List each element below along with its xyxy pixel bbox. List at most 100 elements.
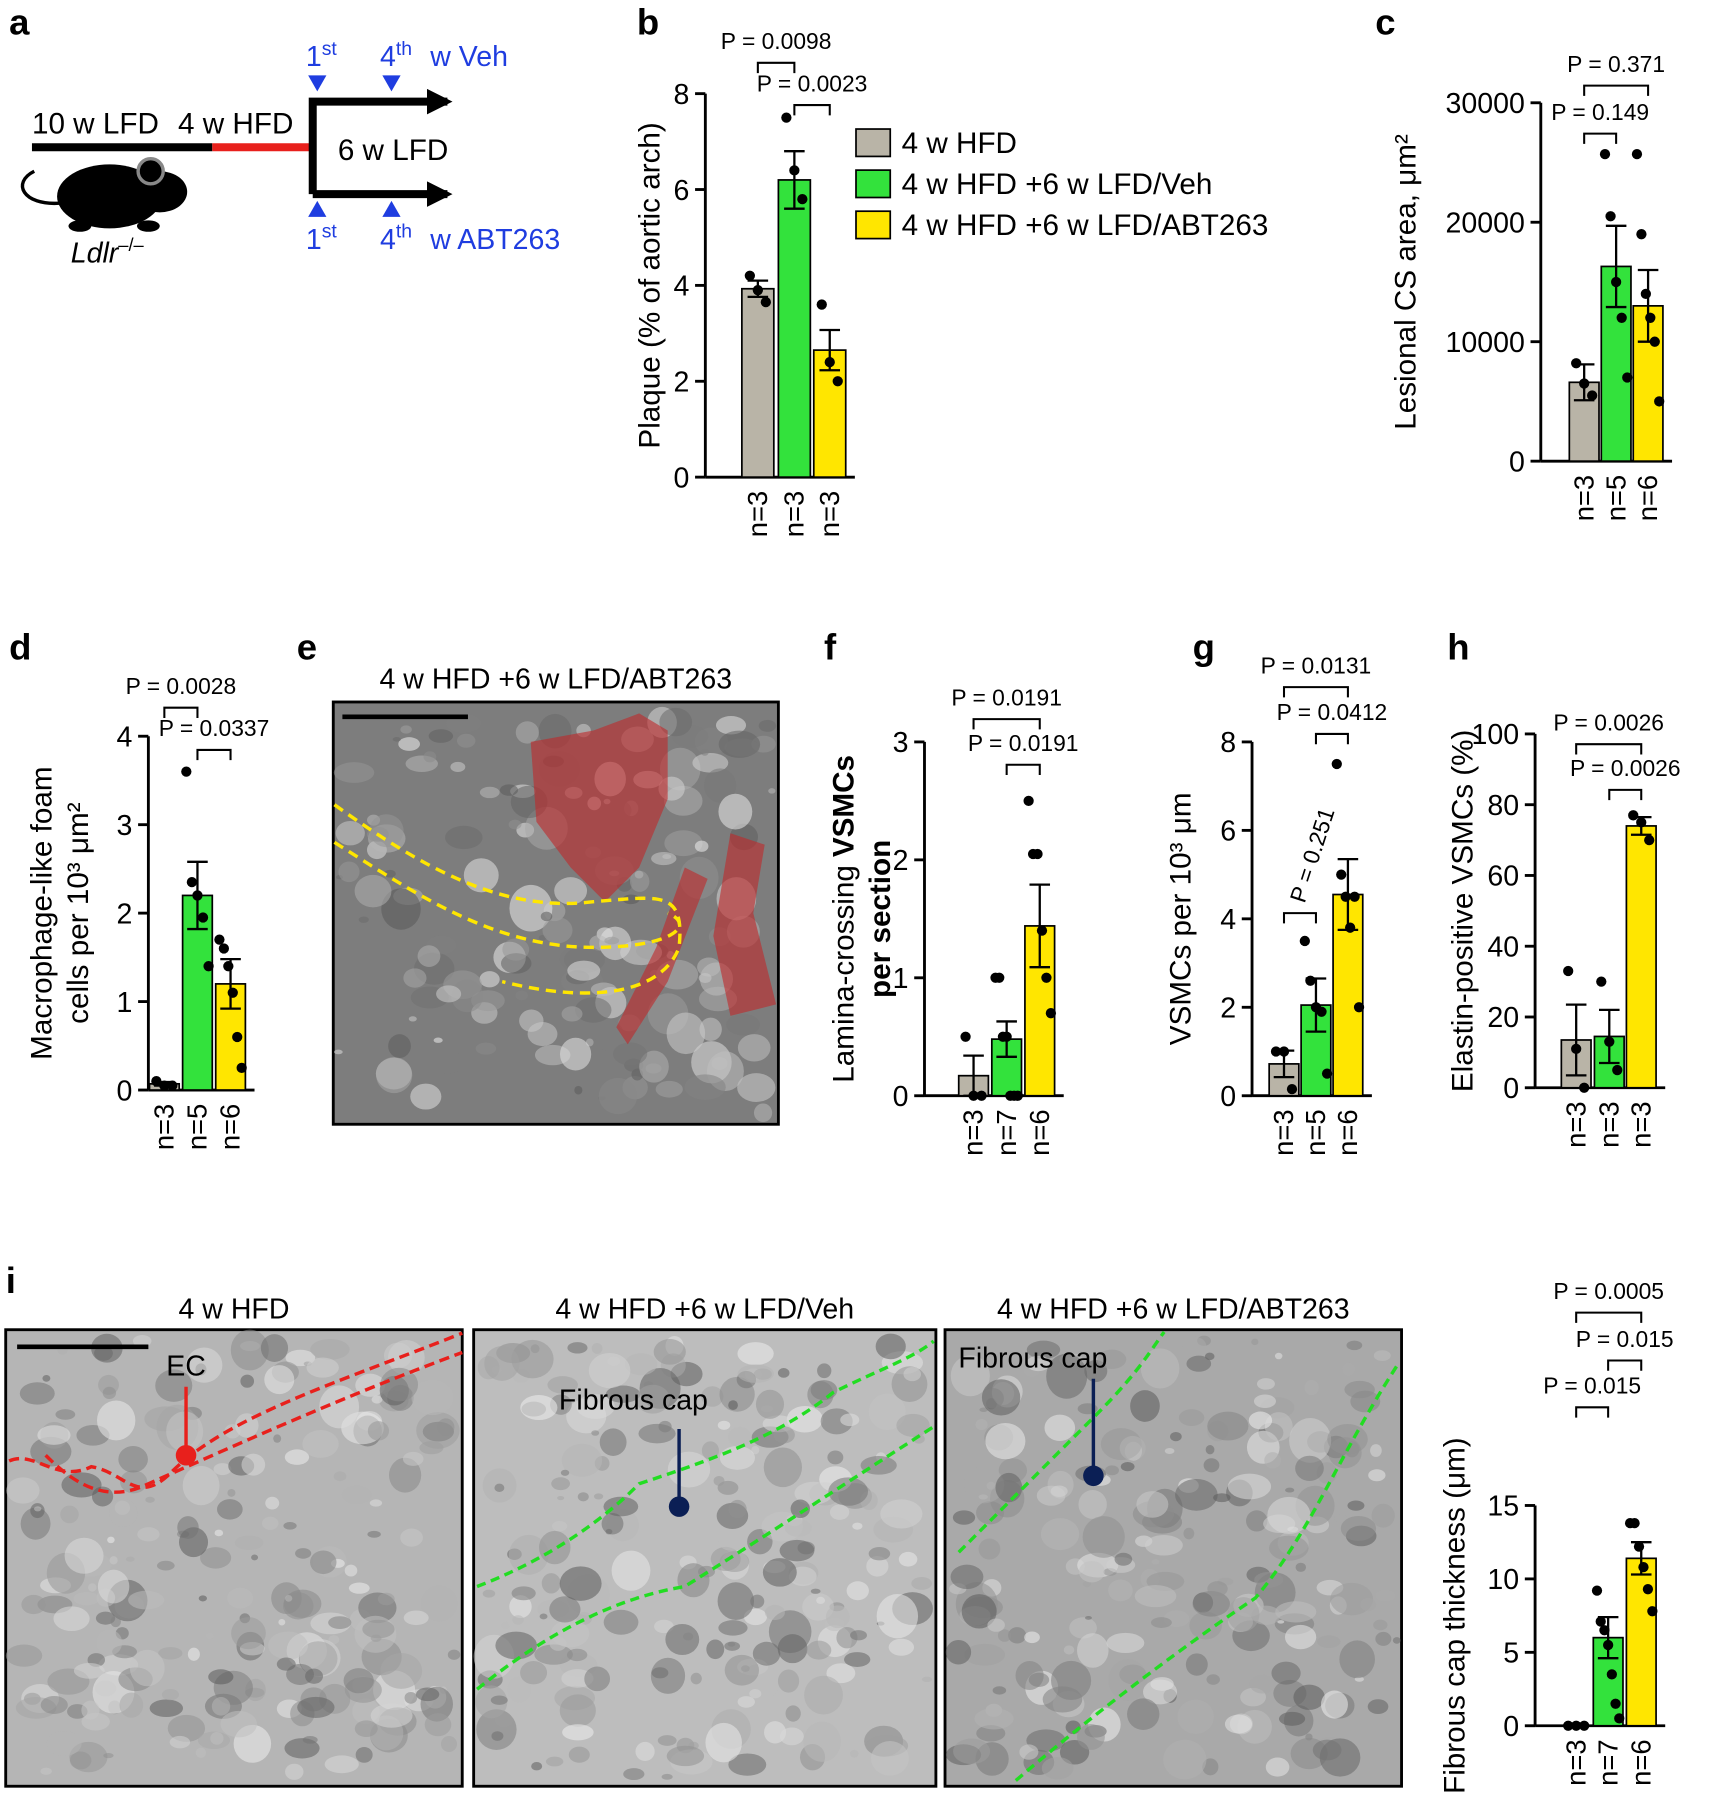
data-point bbox=[192, 890, 203, 901]
texture bbox=[1370, 1444, 1382, 1457]
texture bbox=[187, 1647, 200, 1661]
texture bbox=[1026, 1355, 1051, 1372]
texture bbox=[846, 1581, 869, 1601]
image-title: 4 w HFD +6 w LFD/ABT263 bbox=[380, 663, 733, 695]
texture bbox=[211, 1697, 231, 1716]
texture bbox=[110, 1616, 121, 1628]
y-axis-label-part: Lamina-crossing bbox=[828, 865, 861, 1083]
texture bbox=[260, 1334, 289, 1362]
texture bbox=[866, 1555, 889, 1577]
chart: c 0 10000 20000 30000 n=3 n=5 n=6 P = 0.371 P = 0… bbox=[1375, 1, 1673, 521]
data-point bbox=[167, 1080, 178, 1091]
texture bbox=[704, 768, 737, 803]
x-tick-label: n=7 bbox=[1592, 1739, 1623, 1785]
texture bbox=[145, 1496, 155, 1503]
texture bbox=[995, 1472, 1023, 1503]
texture bbox=[451, 979, 484, 1013]
texture bbox=[1368, 1469, 1386, 1482]
texture bbox=[447, 1649, 461, 1660]
texture bbox=[953, 1738, 991, 1765]
x-tick-label: n=6 bbox=[1625, 1739, 1656, 1785]
texture bbox=[388, 1340, 425, 1376]
texture bbox=[400, 725, 412, 734]
texture bbox=[921, 1676, 933, 1682]
texture bbox=[1320, 1690, 1348, 1719]
texture bbox=[870, 1741, 909, 1776]
texture bbox=[612, 1042, 648, 1066]
y-tick-label: 2 bbox=[117, 898, 133, 930]
texture bbox=[410, 1083, 442, 1110]
texture bbox=[343, 1668, 374, 1694]
x-tick-label: n=3 bbox=[1625, 1101, 1656, 1147]
texture bbox=[333, 1049, 343, 1055]
y-axis-label: per section bbox=[864, 840, 897, 998]
texture bbox=[534, 1644, 573, 1665]
y-axis-label: VSMCs per 10³ μm bbox=[1164, 792, 1197, 1045]
outline bbox=[8, 1331, 463, 1489]
texture bbox=[324, 1755, 359, 1774]
y-axis-label: Lamina-crossing VSMCs bbox=[828, 755, 861, 1083]
p-value: P = 0.251 bbox=[1285, 804, 1340, 905]
y-tick-label: 0 bbox=[1220, 1081, 1236, 1113]
texture bbox=[779, 1727, 804, 1746]
data-point bbox=[797, 193, 808, 205]
texture bbox=[605, 1385, 641, 1403]
texture bbox=[875, 1333, 906, 1360]
texture bbox=[718, 1620, 748, 1636]
error-bar bbox=[1605, 224, 1627, 309]
texture bbox=[911, 1577, 933, 1590]
texture bbox=[1278, 1711, 1306, 1726]
texture bbox=[508, 1534, 549, 1575]
data-point bbox=[1599, 1625, 1610, 1636]
texture bbox=[728, 1753, 767, 1776]
error-bar bbox=[784, 150, 805, 210]
texture bbox=[802, 1593, 834, 1621]
texture bbox=[1050, 1485, 1068, 1497]
data-point bbox=[1331, 758, 1342, 770]
texture bbox=[501, 1621, 510, 1630]
data-point bbox=[1614, 1713, 1625, 1724]
y-tick-label: 5 bbox=[1503, 1638, 1519, 1670]
texture bbox=[727, 1426, 752, 1447]
texture bbox=[661, 1773, 673, 1780]
texture bbox=[1254, 1571, 1284, 1588]
p-value: P = 0.0412 bbox=[1277, 699, 1388, 725]
y-tick-label: 30000 bbox=[1446, 88, 1525, 120]
panel-label: i bbox=[6, 1260, 16, 1301]
texture bbox=[278, 1618, 286, 1626]
texture bbox=[431, 1050, 464, 1074]
y-axis-label-part: Lesional CS area, μm² bbox=[1389, 134, 1422, 430]
y-axis-label-part: Elastin-positive VSMCs (%) bbox=[1446, 730, 1479, 1093]
texture bbox=[128, 1590, 165, 1610]
texture bbox=[1373, 1350, 1391, 1362]
p-value: P = 0.0191 bbox=[968, 730, 1079, 756]
texture bbox=[711, 1056, 728, 1070]
data-point bbox=[1622, 372, 1633, 383]
texture bbox=[987, 1618, 1005, 1632]
texture bbox=[1178, 1409, 1205, 1426]
data-point bbox=[1610, 276, 1622, 288]
chart: 0 5 10 15 n=3 n=7 n=6 P = 0.0005 P = 0.015 P = 0.… bbox=[1438, 1278, 1673, 1794]
texture bbox=[840, 1413, 860, 1427]
texture bbox=[604, 936, 620, 945]
texture bbox=[763, 1447, 802, 1488]
y-axis-label: Macrophage-like foam bbox=[25, 766, 58, 1059]
p-value: P = 0.0026 bbox=[1553, 710, 1664, 736]
arrow-veh bbox=[308, 88, 453, 195]
y-tick-label: 8 bbox=[674, 79, 690, 111]
texture bbox=[591, 1430, 600, 1436]
texture bbox=[512, 1615, 524, 1625]
significance-bracket bbox=[1608, 788, 1643, 801]
significance-bracket bbox=[1575, 1406, 1610, 1418]
texture bbox=[651, 851, 677, 866]
texture bbox=[1207, 1411, 1249, 1441]
significance-bracket bbox=[1607, 1359, 1643, 1371]
texture bbox=[354, 1615, 397, 1653]
texture bbox=[574, 1085, 583, 1095]
texture bbox=[520, 1661, 548, 1685]
texture bbox=[509, 1595, 532, 1619]
p-value: P = 0.015 bbox=[1543, 1373, 1641, 1399]
texture bbox=[562, 1724, 594, 1741]
texture bbox=[1277, 1620, 1285, 1624]
texture bbox=[762, 1558, 797, 1587]
